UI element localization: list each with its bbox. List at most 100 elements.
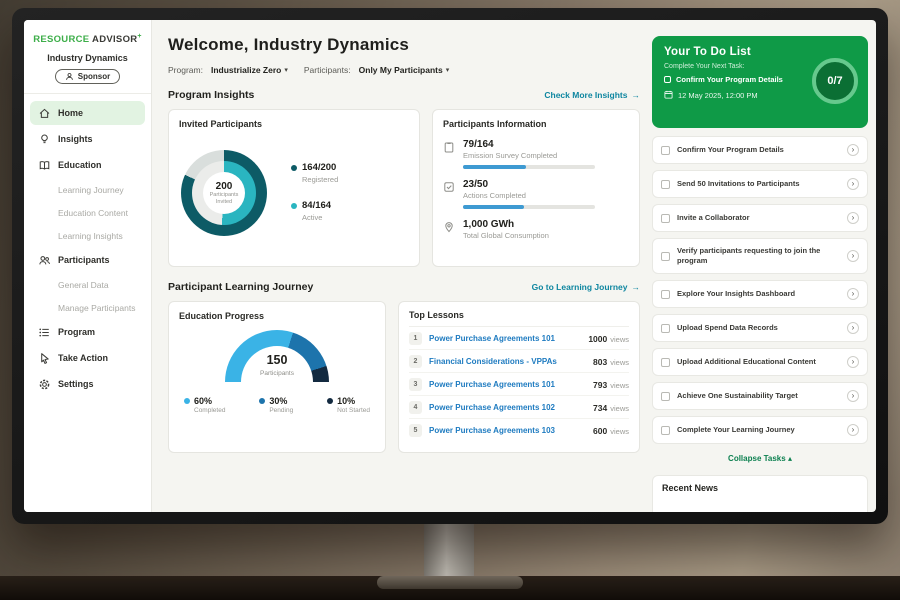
task-list: Confirm Your Program Details › Send 50 I… — [652, 136, 868, 445]
sidebar-item-education-content[interactable]: Education Content — [30, 202, 145, 223]
chevron-right-icon[interactable]: › — [847, 322, 859, 335]
task-checkbox[interactable] — [661, 213, 670, 223]
filters-bar: Program: Industrialize Zero ▾ Participan… — [168, 65, 640, 75]
sidebar-item-take-action[interactable]: Take Action — [30, 346, 145, 370]
list-icon — [38, 326, 51, 339]
task-checkbox[interactable] — [661, 425, 670, 435]
participants-filter-value: Only My Participants — [358, 65, 443, 75]
lesson-link[interactable]: Financial Considerations - VPPAs — [429, 357, 557, 366]
participants-filter-label: Participants: — [303, 65, 351, 75]
chevron-right-icon[interactable]: › — [847, 250, 859, 263]
program-filter-dropdown[interactable]: Industrialize Zero ▾ — [211, 65, 288, 75]
sidebar-item-general-data[interactable]: General Data — [30, 274, 145, 295]
sidebar-item-participants[interactable]: Participants — [30, 248, 145, 272]
donut-center-label: Participants Invited — [209, 191, 239, 205]
lesson-link[interactable]: Power Purchase Agreements 101 — [429, 334, 555, 343]
logo-text-secondary: ADVISOR — [92, 34, 138, 46]
learning-journey-header: Participant Learning Journey Go to Learn… — [168, 281, 640, 293]
task-item-8[interactable]: Achieve One Sustainability Target › — [652, 382, 868, 411]
sidebar-item-home[interactable]: Home — [30, 101, 145, 126]
task-checkbox[interactable] — [661, 323, 670, 333]
check-more-insights-link[interactable]: Check More Insights → — [544, 90, 640, 100]
chevron-right-icon[interactable]: › — [847, 390, 859, 403]
sidebar-item-insights[interactable]: Insights — [30, 127, 145, 151]
gear-icon — [38, 378, 51, 391]
lesson-rank: 4 — [409, 401, 422, 414]
nav-label: Learning Insights — [58, 230, 123, 241]
lesson-rank: 3 — [409, 378, 422, 391]
collapse-tasks-link[interactable]: Collapse Tasks ▴ — [652, 454, 868, 463]
lesson-row-3: 3 Power Purchase Agreements 101 793 views — [409, 373, 629, 396]
views-count: 600 — [593, 425, 608, 436]
nav-label: Learning Journey — [58, 184, 124, 195]
program-filter-label: Program: — [168, 65, 203, 75]
chevron-right-icon[interactable]: › — [847, 144, 859, 156]
sidebar-item-learning-journey[interactable]: Learning Journey — [30, 179, 145, 200]
chevron-right-icon[interactable]: › — [847, 178, 859, 190]
sidebar-item-learning-insights[interactable]: Learning Insights — [30, 225, 145, 246]
task-item-7[interactable]: Upload Additional Educational Content › — [652, 348, 868, 377]
todo-subtitle: Complete Your Next Task: — [664, 63, 745, 70]
chevron-right-icon[interactable]: › — [847, 212, 859, 224]
cursor-icon — [38, 352, 51, 365]
stat-actions-completed: 23/50 Actions Completed — [443, 179, 629, 209]
sidebar-item-manage-participants[interactable]: Manage Participants — [30, 297, 145, 318]
nav-label: Take Action — [58, 353, 109, 364]
task-item-6[interactable]: Upload Spend Data Records › — [652, 314, 868, 343]
progress-fill — [463, 165, 527, 169]
education-progress-card: Education Progress 150 Participants 60% … — [168, 301, 386, 453]
legend-label: Registered — [302, 175, 339, 184]
task-label: Upload Additional Educational Content — [677, 357, 816, 367]
lightbulb-icon — [38, 133, 51, 146]
lesson-link[interactable]: Power Purchase Agreements 101 — [429, 380, 555, 389]
stat-emission-survey: 79/164 Emission Survey Completed — [443, 139, 629, 169]
task-checkbox[interactable] — [664, 76, 671, 83]
chevron-right-icon[interactable]: › — [847, 424, 859, 437]
task-item-4[interactable]: Verify participants requesting to join t… — [652, 238, 868, 275]
views-word: views — [610, 357, 629, 367]
legend-label: Not Started — [337, 407, 370, 414]
task-item-2[interactable]: Send 50 Invitations to Participants › — [652, 170, 868, 198]
collapse-label: Collapse Tasks — [728, 454, 786, 464]
task-item-9[interactable]: Complete Your Learning Journey › — [652, 416, 868, 445]
sponsor-badge[interactable]: Sponsor — [54, 69, 121, 85]
lesson-link[interactable]: Power Purchase Agreements 103 — [429, 426, 555, 435]
participants-filter-dropdown[interactable]: Only My Participants ▾ — [359, 65, 450, 75]
legend-dot — [291, 202, 297, 209]
task-checkbox[interactable] — [661, 391, 670, 401]
link-label: Check More Insights — [544, 90, 628, 100]
program-insights-header: Program Insights Check More Insights → — [168, 89, 640, 101]
sidebar-item-education[interactable]: Education — [30, 153, 145, 177]
task-checkbox[interactable] — [661, 145, 670, 155]
progress-fill — [463, 205, 524, 209]
chevron-right-icon[interactable]: › — [847, 356, 859, 369]
logo-text-primary: RESOURCE — [33, 34, 90, 46]
views-word: views — [610, 334, 629, 344]
lesson-row-1: 1 Power Purchase Agreements 101 1000 view… — [409, 327, 629, 350]
sidebar-item-settings[interactable]: Settings — [30, 372, 145, 396]
todo-next-task[interactable]: Confirm Your Program Details — [664, 75, 802, 84]
chevron-right-icon[interactable]: › — [847, 288, 859, 301]
lesson-views: 734 views — [593, 403, 629, 413]
participants-information-card: Participants Information 79/164 Emission… — [432, 109, 640, 267]
task-item-5[interactable]: Explore Your Insights Dashboard › — [652, 280, 868, 309]
sponsor-person-icon — [65, 72, 74, 81]
lesson-link[interactable]: Power Purchase Agreements 102 — [429, 403, 555, 412]
legend-value: 164/200 — [302, 162, 337, 173]
nav-label: Participants — [58, 255, 110, 266]
task-item-3[interactable]: Invite a Collaborator › — [652, 204, 868, 232]
task-checkbox[interactable] — [661, 251, 670, 261]
check-square-icon — [443, 180, 455, 192]
task-checkbox[interactable] — [661, 289, 670, 299]
progress-bar — [463, 165, 595, 169]
task-item-1[interactable]: Confirm Your Program Details › — [652, 136, 868, 164]
invited-participants-card: Invited Participants 200 Participants In… — [168, 109, 420, 267]
task-checkbox[interactable] — [661, 179, 670, 189]
sidebar-item-program[interactable]: Program — [30, 320, 145, 344]
task-checkbox[interactable] — [661, 357, 670, 367]
go-to-learning-journey-link[interactable]: Go to Learning Journey → — [532, 282, 640, 292]
views-count: 793 — [593, 379, 608, 390]
monitor-stand-neck — [424, 520, 474, 582]
main-content: Welcome, Industry Dynamics Program: Indu… — [152, 20, 652, 512]
caret-up-icon: ▴ — [787, 454, 792, 464]
